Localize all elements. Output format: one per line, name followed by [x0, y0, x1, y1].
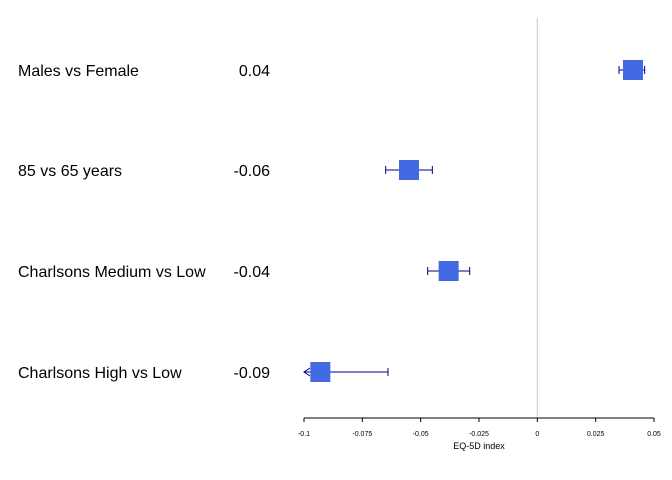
x-axis-tick-label: -0.05	[413, 431, 429, 438]
x-axis-tick-label: -0.075	[352, 431, 372, 438]
marker-layer	[310, 60, 643, 382]
row-label: Charlsons High vs Low	[18, 365, 182, 382]
x-axis: -0.1 -0.075 -0.05 -0.025 0 0.025 0.05	[298, 417, 661, 438]
row-estimate-value: 0.04	[239, 63, 270, 80]
row-estimate-value: -0.06	[234, 163, 271, 180]
row-estimate-value: -0.04	[234, 264, 271, 281]
rows-layer: Males vs Female 0.04 85 vs 65 years -0.06 Ch…	[18, 63, 270, 382]
ci-layer	[303, 66, 646, 377]
x-axis-tick-label: -0.1	[298, 431, 310, 438]
point-estimate-marker	[623, 60, 643, 80]
row-label: 85 vs 65 years	[18, 163, 122, 180]
x-axis-tick-label: 0.05	[647, 431, 661, 438]
ci-truncation-arrow	[303, 367, 311, 377]
x-axis-tick-label: -0.025	[469, 431, 489, 438]
row-label: Males vs Female	[18, 63, 139, 80]
point-estimate-marker	[399, 160, 419, 180]
point-estimate-marker	[438, 261, 459, 281]
x-axis-tick-label: 0.025	[587, 431, 605, 438]
x-axis-tick-label: 0	[535, 431, 539, 438]
row-estimate-value: -0.09	[234, 365, 271, 382]
row-label: Charlsons Medium vs Low	[18, 264, 206, 281]
x-axis-title: EQ-5D index	[453, 441, 505, 451]
point-estimate-marker	[310, 362, 331, 382]
